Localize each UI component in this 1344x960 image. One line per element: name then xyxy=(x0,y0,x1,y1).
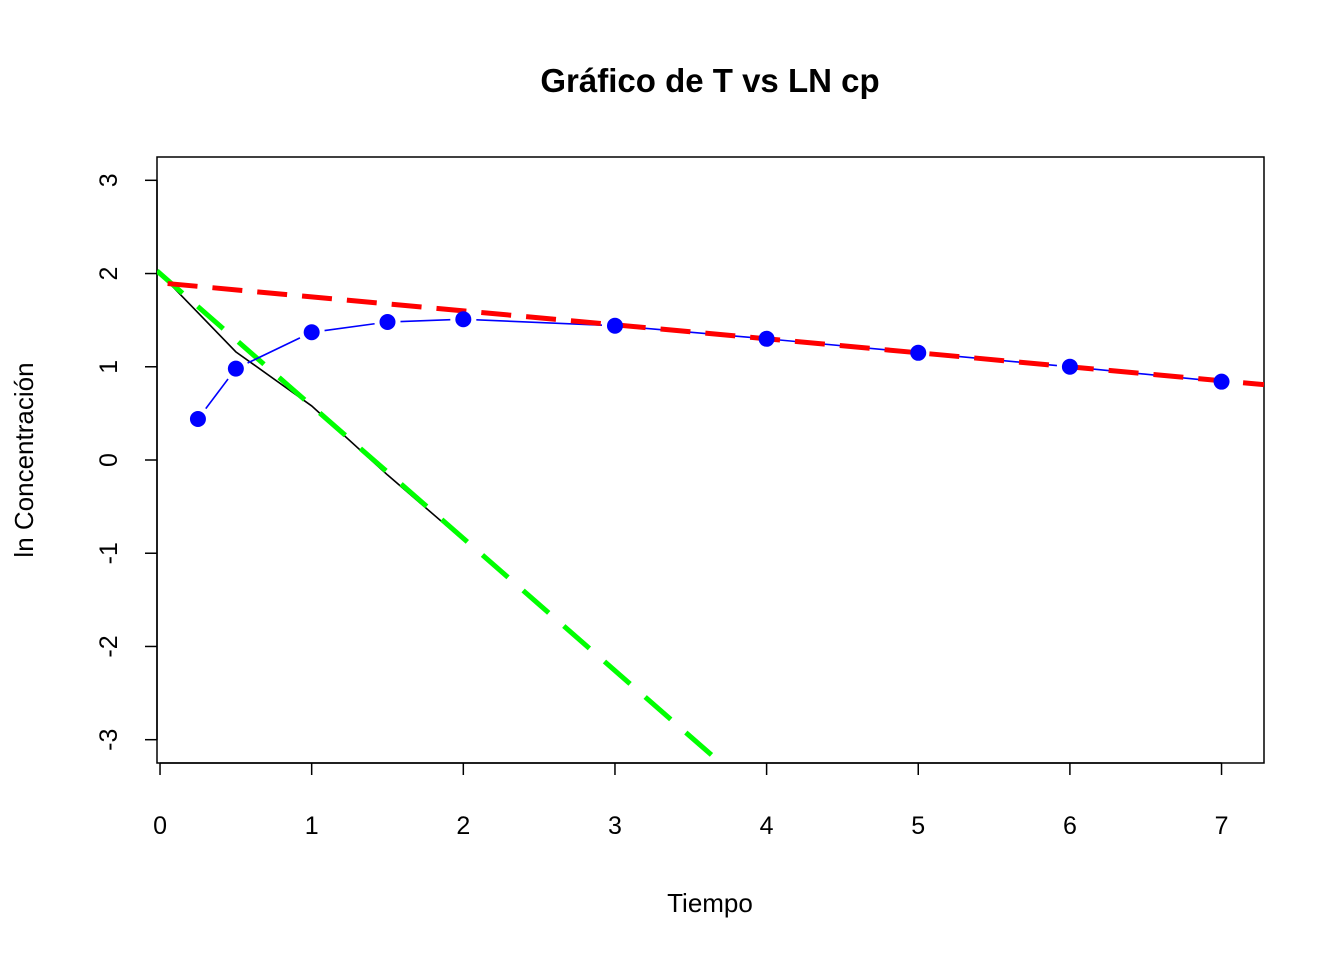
observed-point xyxy=(455,311,472,328)
y-tick-label: -1 xyxy=(95,542,123,564)
y-tick-label: 3 xyxy=(95,173,123,187)
observed-line-segment xyxy=(1082,367,1209,382)
x-tick-label: 6 xyxy=(1063,812,1077,840)
plot-frame xyxy=(156,156,1265,764)
observed-point xyxy=(1061,358,1078,375)
x-axis-title: Tiempo xyxy=(667,888,753,918)
observed-point xyxy=(379,314,396,331)
observed-point xyxy=(303,324,320,341)
plot-area xyxy=(157,269,1264,763)
observed-point xyxy=(1213,373,1230,390)
y-tick-label: 2 xyxy=(95,267,123,281)
x-tick-label: 7 xyxy=(1215,812,1229,840)
y-tick-label: 0 xyxy=(95,453,123,467)
x-tick-label: 3 xyxy=(608,812,622,840)
observed-line-segment xyxy=(247,337,301,364)
x-tick-label: 2 xyxy=(456,812,470,840)
terminal-fit-line xyxy=(167,281,1264,388)
x-tick-label: 1 xyxy=(305,812,319,840)
x-axis: 0 1 2 3 4 5 6 7 xyxy=(153,762,1229,840)
observed-point xyxy=(606,317,623,334)
observed-line-segment xyxy=(324,322,375,332)
x-tick-label: 4 xyxy=(760,812,774,840)
y-tick-label: -3 xyxy=(95,729,123,751)
x-tick-label: 0 xyxy=(153,812,167,840)
chart-title: Gráfico de T vs LN cp xyxy=(540,62,879,99)
absorption-fit-line xyxy=(157,269,725,763)
observed-point xyxy=(758,330,775,347)
observed-point xyxy=(910,344,927,361)
x-tick-label: 5 xyxy=(911,812,925,840)
y-axis-title: ln Concentración xyxy=(9,362,39,557)
observed-point xyxy=(227,360,244,377)
observed-line-segment xyxy=(205,378,229,410)
observed-line-segment xyxy=(476,318,603,326)
y-tick-label: -2 xyxy=(95,635,123,657)
y-tick-label: 1 xyxy=(95,360,123,374)
observed-point xyxy=(189,410,206,427)
observed-line-segment xyxy=(400,318,451,323)
y-axis: -3 -2 -1 0 1 2 3 xyxy=(95,173,158,751)
